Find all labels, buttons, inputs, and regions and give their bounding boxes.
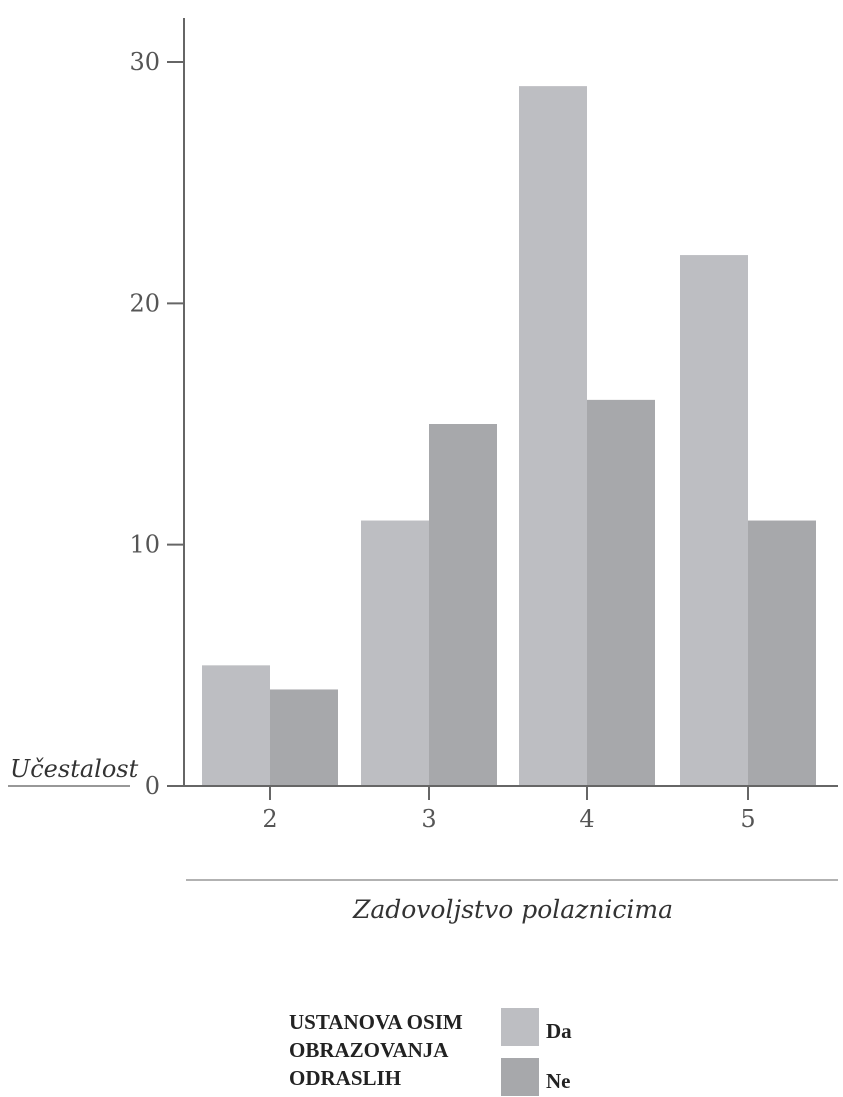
bar-ne-2 bbox=[270, 689, 338, 786]
y-tick-label-20: 20 bbox=[129, 289, 160, 317]
y-ticks-group: 0 10 20 30 bbox=[129, 48, 184, 800]
bar-da-5 bbox=[680, 255, 748, 787]
bar-da-3 bbox=[361, 520, 429, 786]
bar-da-4 bbox=[519, 86, 587, 787]
x-axis-label: Zadovoljstvo polaznicima bbox=[352, 895, 673, 924]
y-tick-label-0: 0 bbox=[145, 772, 160, 800]
legend-swatch-ne bbox=[501, 1058, 539, 1096]
legend-title-line-2: OBRAZOVANJA bbox=[289, 1038, 449, 1062]
x-tick-label-2: 2 bbox=[262, 805, 277, 833]
legend-label-ne: Ne bbox=[546, 1069, 571, 1093]
y-tick-label-30: 30 bbox=[129, 48, 160, 76]
bar-ne-5 bbox=[748, 520, 816, 786]
legend-swatch-da bbox=[501, 1008, 539, 1046]
y-axis-label: Učestalost bbox=[10, 755, 139, 783]
legend-title-line-1: USTANOVA OSIM bbox=[289, 1010, 463, 1034]
legend-label-da: Da bbox=[546, 1019, 572, 1043]
bar-ne-4 bbox=[587, 399, 655, 786]
bars-group bbox=[202, 86, 816, 787]
y-tick-label-10: 10 bbox=[129, 531, 160, 559]
legend-title-line-3: ODRASLIH bbox=[289, 1066, 401, 1090]
x-tick-label-4: 4 bbox=[579, 805, 594, 833]
x-ticks-group: 2 3 4 5 bbox=[262, 786, 756, 833]
bar-da-2 bbox=[202, 665, 270, 786]
x-tick-label-5: 5 bbox=[740, 805, 755, 833]
x-tick-label-3: 3 bbox=[421, 805, 436, 833]
legend: USTANOVA OSIM OBRAZOVANJA ODRASLIH Da Ne bbox=[289, 1008, 572, 1096]
bar-ne-3 bbox=[429, 424, 497, 786]
